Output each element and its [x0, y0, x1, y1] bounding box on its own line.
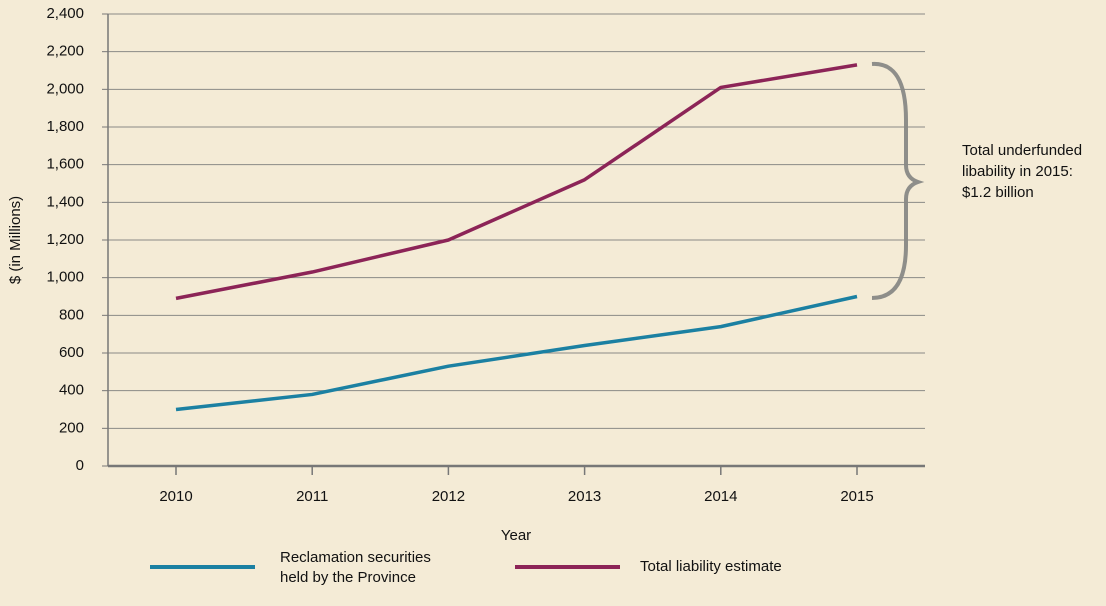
x-tick-label: 2011	[296, 488, 328, 505]
legend-label: Reclamation securities held by the Provi…	[280, 549, 431, 586]
series-line	[175, 294, 858, 412]
annotation: Total underfunded libability in 2015: $1…	[962, 142, 1083, 201]
x-tick-label: 2014	[704, 488, 737, 505]
x-tick-label: 2012	[432, 488, 465, 505]
y-tick-label: 1,600	[46, 156, 84, 173]
y-tick-label: 400	[59, 382, 84, 399]
y-tick-label: 800	[59, 306, 84, 323]
y-tick-label: 1,200	[46, 231, 84, 248]
x-tick-label: 2013	[568, 488, 601, 505]
y-axis-label: $ (in Millions)	[7, 196, 24, 284]
y-tick-label: 1,800	[46, 118, 84, 135]
y-tick-label: 2,200	[46, 43, 84, 60]
y-tick-label: 2,000	[46, 80, 84, 97]
y-tick-label: 1,400	[46, 193, 84, 210]
y-tick-label: 600	[59, 344, 84, 361]
series-line	[175, 63, 858, 301]
x-tick-label: 2010	[159, 488, 192, 505]
y-tick-label: 2,400	[46, 5, 84, 22]
y-tick-label: 1,000	[46, 269, 84, 286]
brace	[871, 61, 925, 300]
legend-label: Total liability estimate	[640, 558, 782, 575]
x-tick-label: 2015	[840, 488, 873, 505]
y-tick-label: 200	[59, 419, 84, 436]
y-tick-label: 0	[76, 457, 84, 474]
x-axis-label: Year	[501, 527, 531, 544]
